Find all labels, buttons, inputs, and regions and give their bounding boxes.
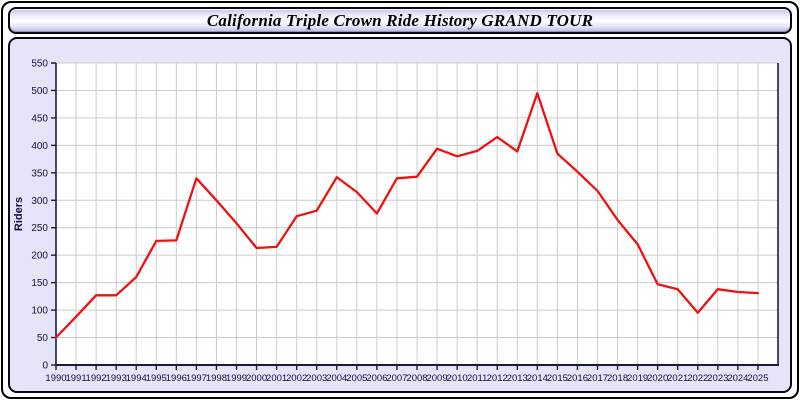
x-tick-label: 2008 xyxy=(406,373,427,384)
y-tick-label: 250 xyxy=(31,223,48,234)
x-tick-label: 2010 xyxy=(447,373,468,384)
riders-chart-svg: 0501001502002503003504004505005501990199… xyxy=(13,59,779,384)
x-tick-label: 2018 xyxy=(607,373,628,384)
x-tick-label: 1994 xyxy=(126,373,147,384)
x-tick-label: 2000 xyxy=(246,373,267,384)
x-tick-label: 2020 xyxy=(647,373,668,384)
x-tick-label: 2003 xyxy=(306,373,327,384)
y-tick-label: 350 xyxy=(31,168,48,179)
x-tick-label: 2019 xyxy=(627,373,648,384)
x-tick-label: 2021 xyxy=(667,373,688,384)
y-tick-label: 300 xyxy=(31,196,48,207)
x-tick-label: 2013 xyxy=(507,373,528,384)
x-tick-label: 2005 xyxy=(346,373,367,384)
y-tick-label: 400 xyxy=(31,141,48,152)
x-tick-label: 2006 xyxy=(366,373,387,384)
y-tick-label: 0 xyxy=(42,361,48,372)
x-tick-label: 2001 xyxy=(266,373,287,384)
x-tick-label: 2014 xyxy=(527,373,548,384)
x-tick-label: 2002 xyxy=(286,373,307,384)
x-tick-label: 1997 xyxy=(186,373,207,384)
x-tick-label: 2009 xyxy=(426,373,447,384)
x-tick-label: 1991 xyxy=(65,373,86,384)
x-tick-label: 2004 xyxy=(326,373,347,384)
x-tick-label: 2011 xyxy=(467,373,487,384)
y-tick-label: 200 xyxy=(31,251,48,262)
x-tick-label: 2022 xyxy=(687,373,708,384)
title-bar: California Triple Crown Ride History GRA… xyxy=(8,7,792,34)
chart-title: California Triple Crown Ride History GRA… xyxy=(206,10,594,30)
y-tick-label: 150 xyxy=(31,278,48,289)
chart-panel: 0 50 100 150 200 250 300 350 400 450 500 550 1990 199… xyxy=(8,37,792,393)
y-tick-label: 100 xyxy=(31,306,48,317)
x-tick-label: 2025 xyxy=(747,373,768,384)
y-axis-label: Riders xyxy=(13,197,25,231)
y-tick-label: 500 xyxy=(31,86,48,97)
x-tick-label: 1990 xyxy=(45,373,66,384)
x-tick-label: 2017 xyxy=(587,373,608,384)
x-tick-label: 1992 xyxy=(86,373,107,384)
x-tick-label: 2012 xyxy=(487,373,508,384)
riders-line-series xyxy=(54,92,760,339)
x-tick-label: 2015 xyxy=(547,373,568,384)
x-tick-label: 1999 xyxy=(226,373,247,384)
y-tick-label: 550 xyxy=(31,59,48,70)
x-tick-label: 1998 xyxy=(206,373,227,384)
x-tick-label: 1995 xyxy=(146,373,167,384)
x-tick-label: 2024 xyxy=(727,373,748,384)
x-tick-label: 2007 xyxy=(386,373,407,384)
x-tick-label: 2016 xyxy=(567,373,588,384)
x-tick-label: 1993 xyxy=(106,373,127,384)
y-tick-label: 450 xyxy=(31,113,48,124)
x-tick-label: 2023 xyxy=(707,373,728,384)
y-tick-label: 50 xyxy=(37,333,49,344)
x-tick-label: 1996 xyxy=(166,373,187,384)
